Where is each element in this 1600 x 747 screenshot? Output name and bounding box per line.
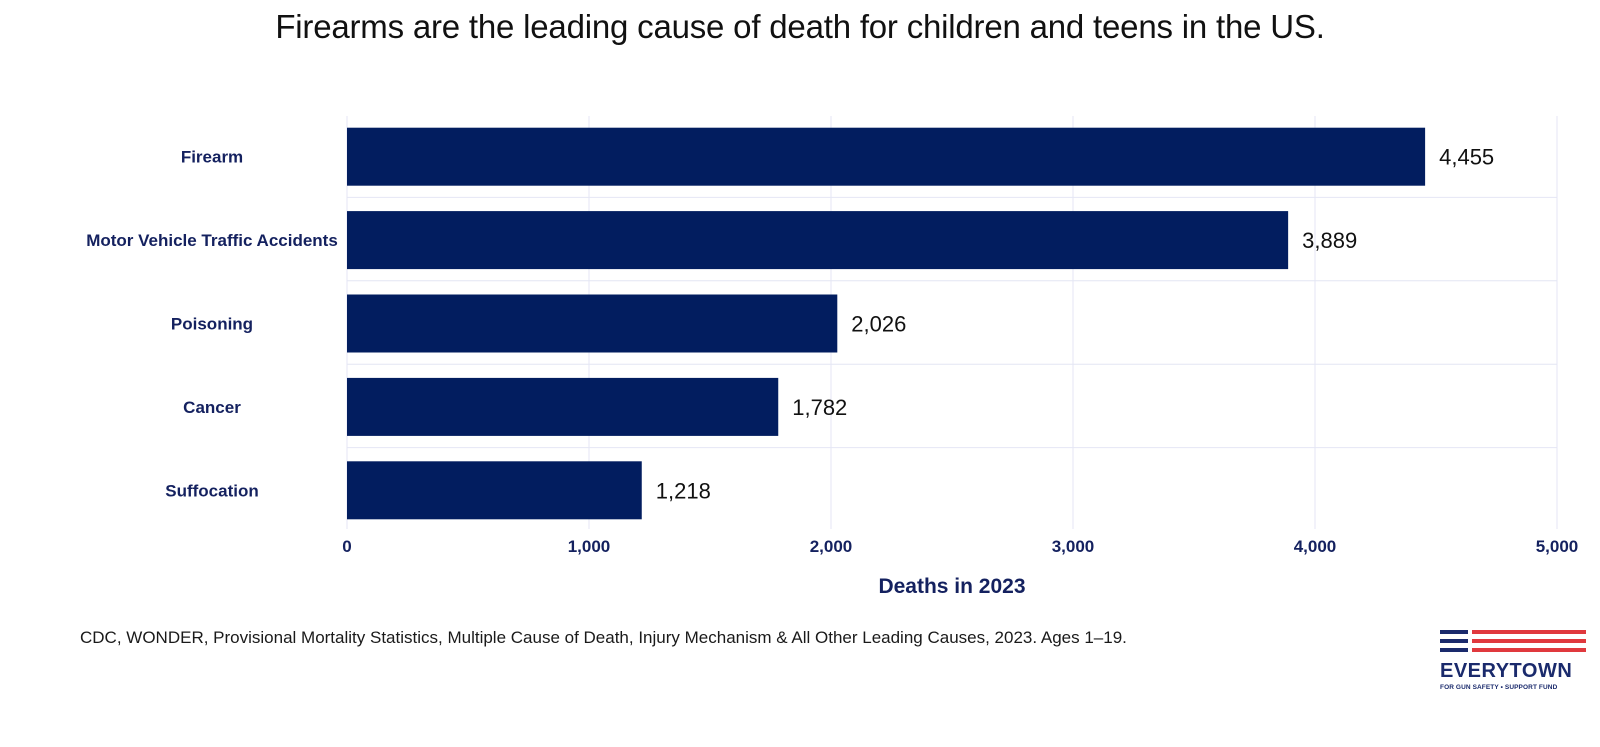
category-label: Suffocation <box>165 481 259 500</box>
logo-wordmark: EVERYTOWN <box>1440 660 1573 682</box>
data-label: 1,218 <box>656 478 711 503</box>
chart-title: Firearms are the leading cause of death … <box>275 8 1325 45</box>
x-tick-label: 4,000 <box>1294 537 1337 556</box>
flag-stripes-icon <box>1440 630 1586 652</box>
x-tick-label: 2,000 <box>810 537 853 556</box>
x-tick-label: 0 <box>342 537 351 556</box>
bar <box>347 294 838 353</box>
x-tick-label: 5,000 <box>1536 537 1579 556</box>
bar <box>347 377 779 436</box>
x-tick-label: 1,000 <box>568 537 611 556</box>
source-note: CDC, WONDER, Provisional Mortality Stati… <box>80 628 1127 647</box>
data-label: 4,455 <box>1439 145 1494 170</box>
x-tick-label: 3,000 <box>1052 537 1095 556</box>
everytown-logo[interactable]: EVERYTOWN FOR GUN SAFETY • SUPPORT FUND <box>1440 630 1586 691</box>
bar <box>347 211 1289 270</box>
data-label: 1,782 <box>792 395 847 420</box>
bar-chart: Firearm 4,455 Motor Vehicle Traffic Accide… <box>86 116 1579 598</box>
bar <box>347 127 1426 186</box>
data-label: 2,026 <box>851 312 906 337</box>
bar <box>347 461 642 520</box>
data-label: 3,889 <box>1302 228 1357 253</box>
category-label: Motor Vehicle Traffic Accidents <box>86 231 338 250</box>
category-label: Poisoning <box>171 315 253 334</box>
category-label: Cancer <box>183 398 241 417</box>
x-axis-title: Deaths in 2023 <box>878 575 1025 598</box>
category-label: Firearm <box>181 148 243 167</box>
logo-tagline: FOR GUN SAFETY • SUPPORT FUND <box>1440 684 1558 691</box>
